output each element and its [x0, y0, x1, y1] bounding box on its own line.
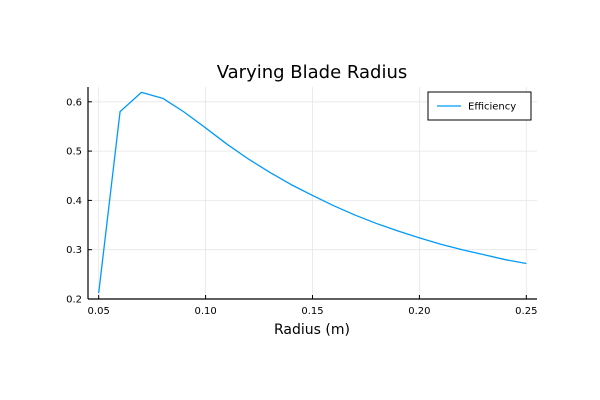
legend: Efficiency	[427, 91, 532, 121]
y-tick-label: 0.6	[66, 97, 82, 108]
x-axis-label: Radius (m)	[274, 322, 350, 338]
x-tick-label: 0.05	[88, 306, 110, 317]
legend-label: Efficiency	[468, 102, 516, 113]
y-tick-label: 0.2	[66, 295, 82, 306]
y-tick-label: 0.4	[66, 196, 82, 207]
y-tick-label: 0.3	[66, 245, 82, 256]
chart-title: Varying Blade Radius	[217, 62, 408, 83]
plot-area	[98, 91, 527, 294]
x-tick-label: 0.25	[515, 306, 537, 317]
series-line-efficiency	[98, 91, 527, 294]
x-axis-ticks: 0.05 0.10 0.15 0.20 0.25	[88, 295, 537, 317]
y-tick-label: 0.5	[66, 147, 82, 158]
y-axis-ticks: 0.2 0.3 0.4 0.5 0.6	[66, 97, 92, 306]
x-tick-label: 0.20	[408, 306, 430, 317]
x-tick-label: 0.15	[301, 306, 323, 317]
x-tick-label: 0.10	[194, 306, 216, 317]
